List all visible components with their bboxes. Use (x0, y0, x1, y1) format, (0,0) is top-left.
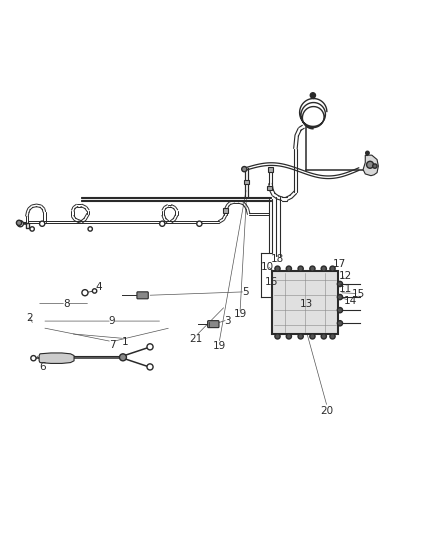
Circle shape (17, 221, 23, 227)
Text: 9: 9 (109, 316, 115, 326)
Circle shape (88, 227, 92, 231)
Text: 15: 15 (352, 289, 365, 300)
Circle shape (321, 266, 326, 271)
Circle shape (92, 289, 97, 293)
Bar (272, 271, 338, 334)
Circle shape (147, 344, 153, 350)
Circle shape (39, 221, 45, 227)
Circle shape (197, 221, 202, 227)
FancyBboxPatch shape (208, 321, 219, 328)
Circle shape (321, 334, 326, 339)
Text: 2: 2 (26, 313, 32, 323)
Text: 19: 19 (212, 341, 226, 351)
Circle shape (330, 266, 335, 271)
Circle shape (330, 334, 335, 339)
Text: 20: 20 (321, 406, 334, 416)
Text: 14: 14 (343, 296, 357, 306)
Circle shape (337, 281, 343, 287)
Text: 12: 12 (339, 271, 352, 281)
Circle shape (275, 266, 280, 271)
Text: 11: 11 (339, 284, 352, 294)
Circle shape (286, 334, 291, 339)
Circle shape (366, 151, 369, 155)
Bar (223, 208, 228, 213)
Circle shape (310, 266, 315, 271)
Text: 1: 1 (122, 337, 128, 346)
Text: 5: 5 (242, 287, 248, 297)
Text: 7: 7 (109, 340, 115, 350)
Text: 10: 10 (261, 262, 274, 271)
Circle shape (242, 166, 247, 172)
Circle shape (310, 334, 315, 339)
Circle shape (159, 221, 165, 227)
Circle shape (298, 266, 303, 271)
Text: 21: 21 (189, 334, 202, 344)
Circle shape (367, 161, 374, 168)
Text: 8: 8 (63, 298, 70, 309)
Text: 6: 6 (39, 362, 46, 372)
Circle shape (310, 93, 315, 98)
Text: 16: 16 (265, 277, 278, 287)
Bar (268, 167, 273, 172)
Circle shape (337, 321, 343, 326)
Circle shape (30, 227, 34, 231)
FancyBboxPatch shape (137, 292, 148, 299)
Circle shape (373, 164, 377, 168)
Text: 4: 4 (95, 282, 102, 293)
Circle shape (31, 356, 36, 361)
Text: 19: 19 (233, 309, 247, 319)
Circle shape (337, 308, 343, 313)
Text: 18: 18 (270, 254, 284, 264)
Bar (244, 180, 249, 184)
Circle shape (82, 289, 88, 296)
Circle shape (298, 334, 303, 339)
Text: 3: 3 (224, 316, 231, 326)
Circle shape (147, 364, 153, 370)
Circle shape (120, 354, 127, 361)
Polygon shape (39, 353, 74, 364)
Circle shape (286, 266, 291, 271)
Text: 17: 17 (332, 260, 346, 269)
Circle shape (16, 220, 21, 225)
Polygon shape (363, 155, 378, 176)
Bar (268, 185, 272, 190)
Text: 13: 13 (300, 298, 313, 309)
Circle shape (337, 294, 343, 300)
Circle shape (275, 334, 280, 339)
